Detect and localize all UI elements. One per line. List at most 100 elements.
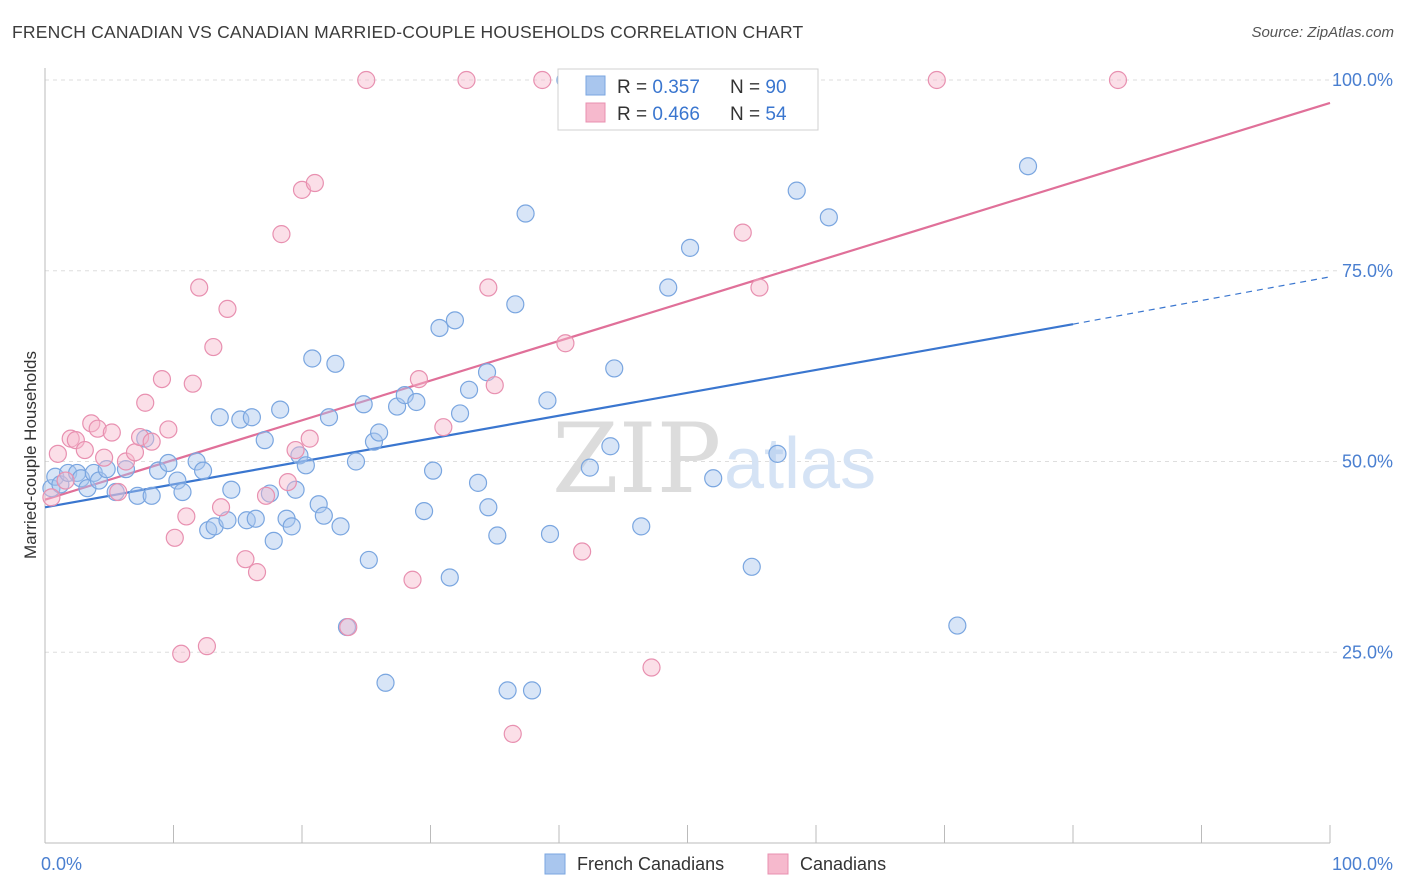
point-canadians — [130, 427, 150, 447]
point-canadians — [533, 70, 552, 90]
stats-legend: R = 0.357 N = 90 R = 0.466 N = 54 — [557, 68, 819, 131]
point-french-canadians — [187, 452, 206, 471]
point-french-canadians — [479, 498, 498, 517]
point-french-canadians — [506, 295, 525, 314]
point-french-canadians — [742, 557, 761, 576]
point-canadians — [278, 473, 297, 492]
legend-r-label-2: R = — [617, 104, 652, 125]
point-french-canadians — [271, 400, 290, 419]
point-french-canadians — [768, 444, 787, 463]
y-tick-label: 100.0% — [1332, 70, 1393, 90]
point-french-canadians — [632, 517, 651, 536]
point-french-canadians — [255, 431, 274, 450]
point-canadians — [75, 440, 94, 460]
point-canadians — [204, 337, 223, 357]
point-french-canadians — [128, 486, 147, 505]
point-french-canadians — [601, 437, 620, 456]
y-tick-label: 50.0% — [1342, 452, 1393, 472]
legend-n-label-1: N = — [730, 77, 765, 98]
point-canadians — [42, 488, 61, 507]
point-canadians — [485, 376, 504, 395]
point-french-canadians — [819, 208, 838, 227]
point-canadians — [159, 420, 178, 439]
point-canadians — [48, 444, 67, 463]
watermark: ZIP atlas — [552, 403, 876, 515]
point-canadians — [165, 528, 184, 547]
point-french-canadians — [116, 460, 136, 479]
point-canadians — [172, 644, 191, 663]
point-french-canadians — [97, 460, 116, 479]
y-tick-label: 75.0% — [1342, 261, 1393, 281]
point-french-canadians — [440, 568, 459, 587]
point-canadians — [142, 432, 161, 451]
point-canadians — [190, 278, 209, 297]
point-french-canadians — [580, 458, 599, 477]
legend-r-value-1: 0.357 — [652, 77, 700, 98]
point-canadians — [479, 278, 498, 297]
point-canadians — [272, 225, 291, 244]
point-french-canadians — [488, 526, 507, 545]
point-french-canadians — [407, 392, 426, 412]
point-french-canadians — [168, 471, 187, 490]
svg-text:R = 0.466: R = 0.466 — [617, 104, 700, 125]
point-french-canadians — [605, 359, 624, 378]
point-canadians — [357, 70, 376, 90]
point-canadians — [457, 70, 476, 90]
point-french-canadians — [948, 616, 967, 635]
legend-swatch-blue — [585, 75, 606, 96]
point-french-canadians — [148, 461, 168, 480]
point-french-canadians — [42, 479, 61, 498]
point-canadians — [927, 70, 946, 90]
y-axis-title: Married-couple Households — [21, 351, 40, 559]
legend-r-value-2: 0.466 — [652, 104, 700, 125]
x-tick-label: 100.0% — [1332, 854, 1393, 874]
point-french-canadians — [346, 452, 366, 471]
point-canadians — [66, 431, 85, 450]
point-french-canadians — [516, 204, 535, 223]
point-canadians — [109, 482, 128, 502]
point-canadians — [88, 419, 107, 438]
point-canadians — [236, 550, 255, 569]
watermark-zip: ZIP — [552, 403, 721, 515]
point-french-canadians — [1018, 157, 1038, 176]
point-canadians — [503, 724, 522, 743]
point-canadians — [56, 471, 75, 490]
point-french-canadians — [303, 349, 322, 368]
point-french-canadians — [193, 461, 213, 480]
point-canadians — [300, 429, 319, 448]
point-french-canadians — [264, 531, 283, 550]
point-french-canadians — [468, 473, 488, 492]
point-canadians — [750, 278, 769, 297]
point-french-canadians — [282, 517, 301, 536]
trend-line-extension — [1072, 276, 1331, 325]
point-french-canadians — [326, 354, 345, 373]
gridlines — [45, 79, 1340, 653]
point-french-canadians — [331, 517, 350, 536]
chart-title: FRENCH CANADIAN VS CANADIAN MARRIED-COUP… — [12, 22, 804, 42]
svg-text:R = 0.357: R = 0.357 — [617, 77, 700, 98]
point-canadians — [1108, 70, 1128, 90]
watermark-atlas: atlas — [724, 424, 876, 504]
point-french-canadians — [450, 404, 470, 423]
point-french-canadians — [296, 456, 315, 475]
point-french-canadians — [210, 408, 229, 427]
point-canadians — [403, 570, 422, 589]
point-french-canadians — [222, 480, 241, 499]
point-french-canadians — [430, 318, 449, 338]
point-french-canadians — [359, 550, 378, 570]
point-french-canadians — [319, 408, 339, 427]
point-french-canadians — [354, 395, 373, 414]
legend-swatch-pink — [585, 102, 606, 123]
x-tick-label: 0.0% — [41, 854, 82, 874]
point-canadians — [409, 369, 429, 389]
point-french-canadians — [498, 681, 517, 700]
point-canadians — [247, 563, 267, 582]
point-french-canadians — [704, 469, 723, 488]
point-french-canadians — [364, 432, 384, 451]
point-french-canadians — [423, 461, 443, 480]
series-legend-swatch-pink — [767, 853, 789, 875]
point-french-canadians — [246, 509, 265, 528]
point-canadians — [183, 374, 202, 393]
point-french-canadians — [538, 391, 557, 410]
point-canadians — [125, 443, 145, 462]
